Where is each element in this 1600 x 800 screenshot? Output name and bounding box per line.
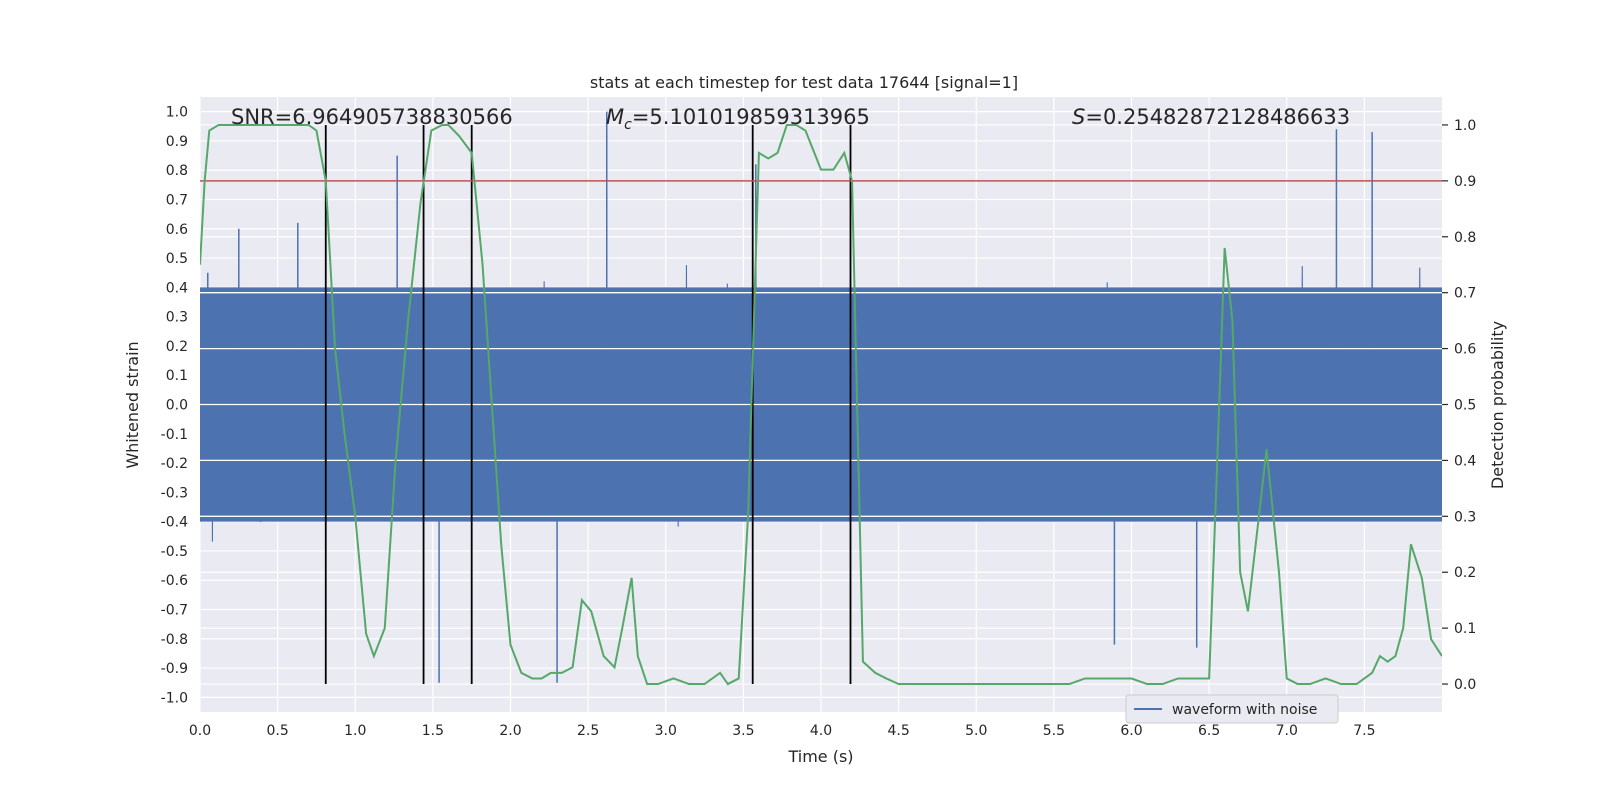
- x-tick-label-5: 2.5: [577, 723, 599, 739]
- s-annotation: S=0.25482872128486633: [1072, 105, 1350, 129]
- y-left-tick-label-9: 0.1: [166, 368, 188, 384]
- y-left-tick-label-1: 0.9: [166, 134, 188, 150]
- mc-value: =5.101019859313965: [632, 105, 870, 129]
- x-tick-label-9: 4.5: [887, 723, 909, 739]
- x-tick-label-14: 7.0: [1276, 723, 1298, 739]
- x-tick-label-10: 5.0: [965, 723, 987, 739]
- y-left-tick-label-10: 0.0: [166, 398, 188, 414]
- x-tick-label-0: 0.0: [189, 723, 211, 739]
- y-right-tick-label-10: 0.0: [1454, 677, 1476, 693]
- mc-subscript: c: [624, 117, 632, 133]
- x-tick-label-12: 6.0: [1120, 723, 1142, 739]
- x-tick-label-6: 3.0: [655, 723, 677, 739]
- y-left-tick-label-20: -1.0: [161, 690, 188, 706]
- y-right-tick-label-2: 0.8: [1454, 230, 1476, 246]
- y-left-tick-label-18: -0.8: [161, 632, 188, 648]
- y-left-tick-label-14: -0.4: [161, 515, 188, 531]
- legend-label: waveform with noise: [1172, 702, 1317, 718]
- y-right-tick-label-7: 0.3: [1454, 509, 1476, 525]
- x-tick-label-7: 3.5: [732, 723, 754, 739]
- x-axis-ticks: 0.0 0.5 1.0 1.5 2.0 2.5 3.0 3.5 4.0 4.5 5.0 5.5 6.0 6…: [189, 723, 1376, 739]
- y-axis-left-ticks: 1.0 0.9 0.8 0.7 0.6 0.5 0.4 0.3 0.2 0.1 0.0 -0.1 -0.…: [161, 105, 188, 707]
- y-axis-left-label: Whitened strain: [123, 341, 142, 468]
- y-left-tick-label-8: 0.2: [166, 339, 188, 355]
- y-left-tick-label-13: -0.3: [161, 485, 188, 501]
- y-right-tick-label-8: 0.2: [1454, 565, 1476, 581]
- y-right-tick-label-1: 0.9: [1454, 174, 1476, 190]
- snr-annotation: SNR=6.964905738830566: [231, 105, 513, 129]
- y-left-tick-label-12: -0.2: [161, 456, 188, 472]
- y-right-tick-label-6: 0.4: [1454, 453, 1476, 469]
- y-left-tick-label-6: 0.4: [166, 280, 188, 296]
- x-tick-label-2: 1.0: [344, 723, 366, 739]
- x-tick-label-11: 5.5: [1043, 723, 1065, 739]
- x-tick-label-15: 7.5: [1353, 723, 1375, 739]
- y-left-tick-label-15: -0.5: [161, 544, 188, 560]
- x-tick-label-8: 4.0: [810, 723, 832, 739]
- y-right-tick-label-4: 0.6: [1454, 342, 1476, 358]
- mc-symbol: M: [606, 105, 624, 129]
- y-left-tick-label-11: -0.1: [161, 427, 188, 443]
- x-tick-label-13: 6.5: [1198, 723, 1220, 739]
- y-left-tick-label-17: -0.7: [161, 603, 188, 619]
- s-symbol: S: [1072, 105, 1085, 129]
- x-axis-label: Time (s): [787, 747, 853, 766]
- s-value: =0.25482872128486633: [1085, 105, 1350, 129]
- x-tick-label-4: 2.0: [499, 723, 521, 739]
- y-axis-right-label: Detection probability: [1488, 321, 1507, 489]
- y-left-tick-label-7: 0.3: [166, 310, 188, 326]
- legend: waveform with noise: [1125, 694, 1339, 724]
- probability-line: [200, 123, 1442, 686]
- legend-box: [1125, 694, 1339, 724]
- y-left-tick-label-2: 0.8: [166, 163, 188, 179]
- vertical-markers: [324, 124, 852, 685]
- x-tick-label-1: 0.5: [266, 723, 288, 739]
- y-left-tick-label-19: -0.9: [161, 661, 188, 677]
- y-axis-right-ticks: 1.0 0.9 0.8 0.7 0.6 0.5 0.4 0.3 0.2 0.1 0.0: [1442, 118, 1476, 693]
- y-left-tick-label-4: 0.6: [166, 222, 188, 238]
- chirp-mass-annotation: Mc=5.101019859313965: [606, 105, 870, 133]
- chart-title: stats at each timestep for test data 176…: [590, 73, 1018, 92]
- y-left-tick-label-5: 0.5: [166, 251, 188, 267]
- y-left-tick-label-16: -0.6: [161, 573, 188, 589]
- y-right-tick-label-0: 1.0: [1454, 118, 1476, 134]
- y-left-tick-label-3: 0.7: [166, 193, 188, 209]
- y-right-tick-label-9: 0.1: [1454, 621, 1476, 637]
- y-right-tick-label-3: 0.7: [1454, 286, 1476, 302]
- y-right-tick-label-5: 0.5: [1454, 398, 1476, 414]
- x-tick-label-3: 1.5: [422, 723, 444, 739]
- y-left-tick-label-0: 1.0: [166, 105, 188, 121]
